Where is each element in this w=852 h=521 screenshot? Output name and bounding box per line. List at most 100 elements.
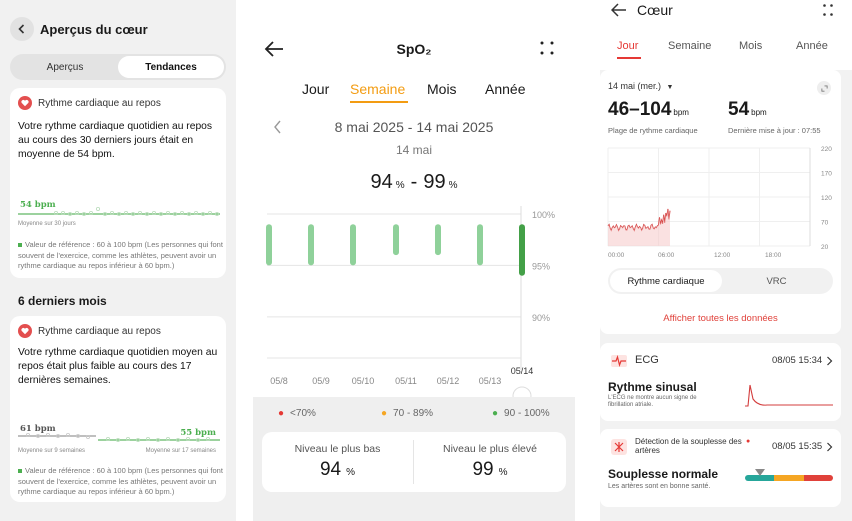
- back-arrow-icon[interactable]: [264, 40, 284, 58]
- chevron-right-icon: [827, 356, 833, 366]
- card-heading: Rythme cardiaque au repos: [38, 97, 161, 109]
- y-tick-label: 90%: [532, 313, 550, 323]
- tab-apercus[interactable]: Aperçus: [46, 61, 84, 73]
- x-tick-label: 06:00: [658, 252, 675, 259]
- arterial-stiffness-card[interactable]: Détection de la souplesse des artères ● …: [600, 429, 841, 507]
- spo2-bar[interactable]: [477, 224, 483, 266]
- spo2-bar[interactable]: [350, 224, 356, 266]
- y-tick-label: 170: [821, 171, 832, 178]
- tab-mois[interactable]: Mois: [739, 40, 763, 52]
- tab-mois[interactable]: Mois: [427, 81, 457, 97]
- chevron-right-icon: [827, 442, 833, 452]
- x-tick-label: 05/13: [479, 376, 502, 386]
- page-title: SpO₂: [396, 41, 432, 57]
- tab-semaine[interactable]: Semaine: [350, 81, 406, 97]
- more-options-icon[interactable]: [540, 41, 554, 55]
- right-avg-caption: Moyenne sur 17 semaines: [145, 448, 216, 454]
- tab-jour[interactable]: Jour: [617, 40, 639, 52]
- ecg-icon: [611, 355, 627, 367]
- active-tab-indicator: [350, 101, 408, 103]
- stats-box: Niveau le plus bas 94% Niveau le plus él…: [262, 432, 566, 492]
- alert-dot-icon: ●: [746, 438, 751, 445]
- legend-mid: ● 70 - 89%: [381, 408, 434, 419]
- stiffness-time: 08/05 15:35: [772, 441, 823, 452]
- heart-panel: Cœur Jour Semaine Mois Année 14 mai (mer…: [600, 0, 852, 521]
- heart-insights-panel: Aperçus du cœur Aperçus Tendances Rythme…: [0, 0, 236, 521]
- section-title: 6 derniers mois: [18, 294, 107, 308]
- right-avg-value: 55 bpm: [180, 428, 216, 438]
- avg-caption: Moyenne sur 30 jours: [18, 221, 76, 227]
- stiffness-scale: [745, 475, 833, 481]
- hr-range: 46–104 bpm: [608, 99, 689, 120]
- y-tick-label: 20: [821, 244, 829, 251]
- tab-jour[interactable]: Jour: [302, 81, 330, 97]
- dot-red-icon: ●: [278, 408, 285, 419]
- x-tick-label: 05/9: [312, 376, 330, 386]
- resting-hr-card-6m[interactable]: Rythme cardiaque au repos Votre rythme c…: [10, 316, 226, 502]
- selection-handle[interactable]: [512, 386, 532, 400]
- card-text: Votre rythme cardiaque quotidien au repo…: [18, 121, 213, 160]
- spo2-bar[interactable]: [519, 224, 525, 276]
- date-selector[interactable]: 14 mai (mer.) ▼: [608, 81, 674, 91]
- x-tick-label: 05/10: [352, 376, 375, 386]
- stiffness-label: Détection de la souplesse des artères: [635, 437, 742, 455]
- tab-annee[interactable]: Année: [485, 81, 526, 97]
- legend-low: ● <70%: [278, 408, 316, 419]
- card-text: Votre rythme cardiaque quotidien moyen a…: [18, 347, 218, 386]
- dot-orange-icon: ●: [381, 408, 388, 419]
- last-update-caption: Dernière mise à jour : 07:55: [728, 126, 821, 135]
- y-tick-label: 70: [821, 220, 829, 227]
- spo2-weekly-chart[interactable]: 100% 95% 90% 05/8 05/9 05/10 05/11 05/12 05/13 05…: [253, 200, 575, 400]
- tab-annee[interactable]: Année: [796, 40, 828, 52]
- back-arrow-icon: [18, 24, 25, 34]
- resting-hr-trend-30d: [18, 207, 220, 216]
- x-tick-label: 12:00: [714, 252, 731, 259]
- y-tick-label: 120: [821, 195, 832, 202]
- dropdown-caret-icon: ▼: [666, 84, 674, 91]
- spo2-bar[interactable]: [435, 224, 441, 256]
- ecg-label: ECG: [635, 354, 659, 366]
- more-options-icon[interactable]: [823, 4, 833, 16]
- spo2-panel: SpO₂ Jour Semaine Mois Année 8 mai 2025 …: [253, 0, 575, 521]
- hr-range-caption: Plage de rythme cardiaque: [608, 126, 698, 135]
- insights-tab-switch: Aperçus Tendances: [10, 54, 226, 80]
- selected-day: 14 mai: [395, 143, 433, 157]
- tab-tendances[interactable]: Tendances: [118, 56, 224, 78]
- spo2-bar[interactable]: [308, 224, 314, 266]
- resting-hr-trend-6m: [18, 433, 220, 442]
- tab-semaine[interactable]: Semaine: [668, 40, 712, 52]
- heart-rate-card: 14 mai (mer.) ▼ 46–104 bpm Plage de rythm…: [600, 70, 841, 334]
- stiffness-result: Souplesse normale: [608, 467, 719, 481]
- avg-value: 54 bpm: [20, 200, 56, 210]
- legend-high: ● 90 - 100%: [492, 408, 550, 419]
- date-range: 8 mai 2025 - 14 mai 2025: [334, 119, 494, 135]
- spo2-range: 94% -99%: [370, 171, 458, 193]
- left-avg-caption: Moyenne sur 9 semaines: [18, 448, 86, 454]
- toggle-hrv[interactable]: VRC: [766, 275, 787, 287]
- resting-hr-card-30d[interactable]: Rythme cardiaque au repos Votre rythme c…: [10, 88, 226, 278]
- back-button[interactable]: [10, 17, 34, 41]
- ecg-card[interactable]: ECG 08/05 15:34 Rythme sinusal L'ECG ne …: [600, 343, 841, 421]
- spo2-bar[interactable]: [266, 224, 272, 266]
- highest-value: 99%: [472, 459, 508, 480]
- expand-button[interactable]: [817, 81, 831, 95]
- heart-rate-day-chart[interactable]: 220 170 120 70 20 00:00 06:00 12:00 18:00: [600, 142, 841, 264]
- reference-note: Valeur de référence : 60 à 100 bpm (Les …: [18, 240, 223, 270]
- show-all-data-link[interactable]: Afficher toutes les données: [663, 313, 778, 324]
- lowest-value: 94%: [319, 459, 356, 480]
- x-tick-label: 05/11: [395, 376, 417, 386]
- highest-label: Niveau le plus élevé: [443, 443, 537, 455]
- y-tick-label: 95%: [532, 261, 550, 271]
- last-hr-value: 54 bpm: [728, 99, 767, 120]
- toggle-heart-rate[interactable]: Rythme cardiaque: [610, 270, 722, 292]
- scale-marker-icon: [755, 469, 765, 476]
- header-bg: [600, 0, 852, 70]
- previous-week-icon[interactable]: [273, 120, 283, 134]
- page-title: Cœur: [637, 2, 673, 18]
- stiffness-note: Les artères sont en bonne santé.: [608, 483, 711, 490]
- spo2-bar[interactable]: [393, 224, 399, 256]
- ecg-note: L'ECG ne montre aucun signe de fibrillat…: [608, 395, 697, 408]
- ecg-waveform: [745, 384, 833, 407]
- back-arrow-icon[interactable]: [611, 3, 627, 17]
- active-tab-indicator: [617, 57, 641, 59]
